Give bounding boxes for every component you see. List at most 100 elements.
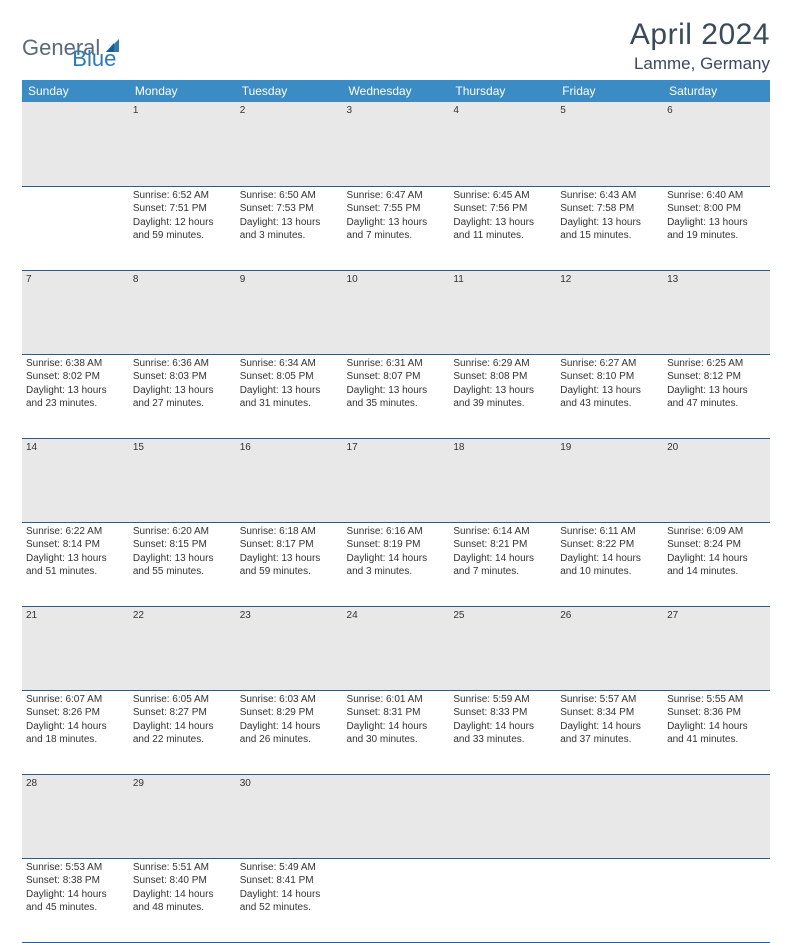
- sunrise-text: Sunrise: 6:43 AM: [560, 189, 659, 203]
- sunrise-text: Sunrise: 6:40 AM: [667, 189, 766, 203]
- day2-text: and 48 minutes.: [133, 901, 232, 915]
- sunset-text: Sunset: 8:15 PM: [133, 538, 232, 552]
- day1-text: Daylight: 14 hours: [453, 552, 552, 566]
- sunset-text: Sunset: 8:41 PM: [240, 874, 339, 888]
- day-cell: Sunrise: 6:25 AMSunset: 8:12 PMDaylight:…: [663, 354, 770, 438]
- sunrise-text: Sunrise: 6:50 AM: [240, 189, 339, 203]
- day2-text: and 3 minutes.: [240, 229, 339, 243]
- day1-text: Daylight: 14 hours: [347, 720, 446, 734]
- sunrise-text: Sunrise: 6:09 AM: [667, 525, 766, 539]
- day2-text: and 3 minutes.: [347, 565, 446, 579]
- sunset-text: Sunset: 8:12 PM: [667, 370, 766, 384]
- sunset-text: Sunset: 8:10 PM: [560, 370, 659, 384]
- day1-text: Daylight: 13 hours: [240, 552, 339, 566]
- day2-text: and 7 minutes.: [347, 229, 446, 243]
- day1-text: Daylight: 14 hours: [667, 552, 766, 566]
- day-number: 1: [129, 102, 236, 186]
- day-number: [449, 774, 556, 858]
- day-number: 17: [343, 438, 450, 522]
- day-number: [556, 774, 663, 858]
- sunrise-text: Sunrise: 5:53 AM: [26, 861, 125, 875]
- day-cell: [343, 858, 450, 942]
- sunset-text: Sunset: 8:34 PM: [560, 706, 659, 720]
- day2-text: and 51 minutes.: [26, 565, 125, 579]
- day-cell: Sunrise: 6:07 AMSunset: 8:26 PMDaylight:…: [22, 690, 129, 774]
- day-number: 19: [556, 438, 663, 522]
- sunset-text: Sunset: 8:26 PM: [26, 706, 125, 720]
- day1-text: Daylight: 13 hours: [26, 552, 125, 566]
- sunset-text: Sunset: 8:36 PM: [667, 706, 766, 720]
- day-number: 5: [556, 102, 663, 186]
- day-number: [343, 774, 450, 858]
- sunset-text: Sunset: 7:53 PM: [240, 202, 339, 216]
- day2-text: and 22 minutes.: [133, 733, 232, 747]
- day2-text: and 59 minutes.: [240, 565, 339, 579]
- sunset-text: Sunset: 7:56 PM: [453, 202, 552, 216]
- sunrise-text: Sunrise: 5:55 AM: [667, 693, 766, 707]
- sunrise-text: Sunrise: 5:57 AM: [560, 693, 659, 707]
- sunrise-text: Sunrise: 6:52 AM: [133, 189, 232, 203]
- day-cell: Sunrise: 6:05 AMSunset: 8:27 PMDaylight:…: [129, 690, 236, 774]
- day-number: 20: [663, 438, 770, 522]
- day-cell: Sunrise: 6:09 AMSunset: 8:24 PMDaylight:…: [663, 522, 770, 606]
- week-row: Sunrise: 6:07 AMSunset: 8:26 PMDaylight:…: [22, 690, 770, 774]
- day-number: [663, 774, 770, 858]
- day2-text: and 43 minutes.: [560, 397, 659, 411]
- day-number: 21: [22, 606, 129, 690]
- day-cell: Sunrise: 6:18 AMSunset: 8:17 PMDaylight:…: [236, 522, 343, 606]
- weekday-header: Friday: [556, 80, 663, 102]
- day-cell: Sunrise: 6:45 AMSunset: 7:56 PMDaylight:…: [449, 186, 556, 270]
- day1-text: Daylight: 14 hours: [453, 720, 552, 734]
- day-cell: Sunrise: 6:11 AMSunset: 8:22 PMDaylight:…: [556, 522, 663, 606]
- day1-text: Daylight: 14 hours: [240, 720, 339, 734]
- day2-text: and 45 minutes.: [26, 901, 125, 915]
- day2-text: and 18 minutes.: [26, 733, 125, 747]
- day2-text: and 33 minutes.: [453, 733, 552, 747]
- day2-text: and 14 minutes.: [667, 565, 766, 579]
- location: Lamme, Germany: [630, 54, 770, 74]
- day2-text: and 7 minutes.: [453, 565, 552, 579]
- weekday-header: Tuesday: [236, 80, 343, 102]
- day-cell: Sunrise: 6:31 AMSunset: 8:07 PMDaylight:…: [343, 354, 450, 438]
- day-number: 2: [236, 102, 343, 186]
- day-number: 30: [236, 774, 343, 858]
- day-cell: Sunrise: 6:43 AMSunset: 7:58 PMDaylight:…: [556, 186, 663, 270]
- day-cell: Sunrise: 6:50 AMSunset: 7:53 PMDaylight:…: [236, 186, 343, 270]
- day-number: 10: [343, 270, 450, 354]
- day1-text: Daylight: 12 hours: [133, 216, 232, 230]
- sunset-text: Sunset: 8:27 PM: [133, 706, 232, 720]
- sunrise-text: Sunrise: 6:22 AM: [26, 525, 125, 539]
- day-cell: Sunrise: 6:14 AMSunset: 8:21 PMDaylight:…: [449, 522, 556, 606]
- day1-text: Daylight: 13 hours: [560, 216, 659, 230]
- day-cell: Sunrise: 5:55 AMSunset: 8:36 PMDaylight:…: [663, 690, 770, 774]
- day-number-row: 123456: [22, 102, 770, 186]
- day-number: 13: [663, 270, 770, 354]
- week-row: Sunrise: 6:52 AMSunset: 7:51 PMDaylight:…: [22, 186, 770, 270]
- sunset-text: Sunset: 8:02 PM: [26, 370, 125, 384]
- day-number-row: 21222324252627: [22, 606, 770, 690]
- sunrise-text: Sunrise: 5:51 AM: [133, 861, 232, 875]
- day2-text: and 55 minutes.: [133, 565, 232, 579]
- logo-text-blue: Blue: [72, 46, 116, 72]
- day-number: 4: [449, 102, 556, 186]
- day1-text: Daylight: 13 hours: [453, 384, 552, 398]
- day2-text: and 26 minutes.: [240, 733, 339, 747]
- day-cell: Sunrise: 5:49 AMSunset: 8:41 PMDaylight:…: [236, 858, 343, 942]
- sunrise-text: Sunrise: 6:20 AM: [133, 525, 232, 539]
- weekday-header: Sunday: [22, 80, 129, 102]
- day-cell: Sunrise: 6:16 AMSunset: 8:19 PMDaylight:…: [343, 522, 450, 606]
- day-cell: Sunrise: 5:53 AMSunset: 8:38 PMDaylight:…: [22, 858, 129, 942]
- day-number: 22: [129, 606, 236, 690]
- day2-text: and 11 minutes.: [453, 229, 552, 243]
- day2-text: and 37 minutes.: [560, 733, 659, 747]
- day2-text: and 19 minutes.: [667, 229, 766, 243]
- week-row: Sunrise: 5:53 AMSunset: 8:38 PMDaylight:…: [22, 858, 770, 942]
- day-cell: Sunrise: 6:38 AMSunset: 8:02 PMDaylight:…: [22, 354, 129, 438]
- day1-text: Daylight: 14 hours: [667, 720, 766, 734]
- day-number: 15: [129, 438, 236, 522]
- day1-text: Daylight: 14 hours: [560, 720, 659, 734]
- day1-text: Daylight: 14 hours: [347, 552, 446, 566]
- day-number: 28: [22, 774, 129, 858]
- day1-text: Daylight: 13 hours: [347, 216, 446, 230]
- logo: General Blue: [22, 24, 116, 72]
